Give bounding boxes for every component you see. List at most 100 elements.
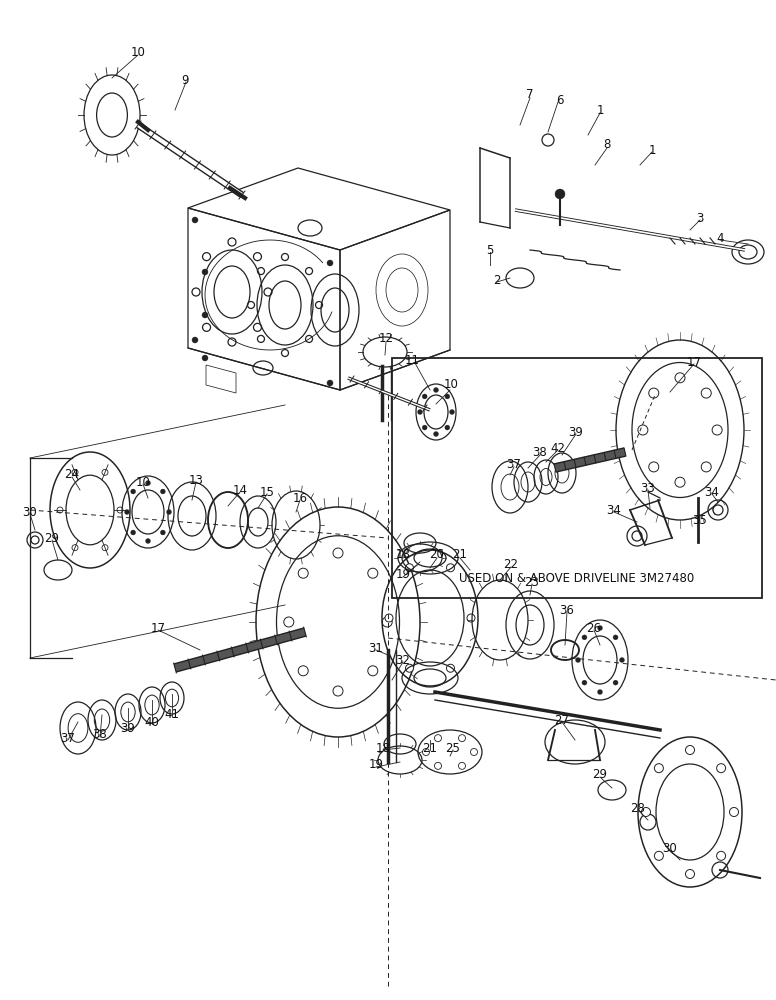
Circle shape [57, 507, 63, 513]
Text: 27: 27 [555, 714, 570, 726]
Circle shape [72, 469, 78, 475]
Text: 31: 31 [369, 642, 383, 654]
Circle shape [435, 762, 442, 769]
Text: 10: 10 [444, 378, 459, 391]
Text: 7: 7 [526, 89, 534, 102]
Circle shape [167, 510, 171, 514]
Circle shape [417, 410, 422, 414]
Circle shape [467, 614, 475, 622]
Circle shape [685, 869, 695, 879]
Circle shape [202, 355, 208, 361]
Text: 22: 22 [504, 558, 518, 572]
Text: 42: 42 [550, 442, 566, 454]
Circle shape [298, 666, 308, 676]
Text: 13: 13 [189, 474, 203, 487]
Text: 25: 25 [445, 742, 460, 754]
Text: 1: 1 [596, 104, 604, 116]
Circle shape [130, 489, 136, 494]
Circle shape [406, 664, 414, 672]
Circle shape [598, 626, 602, 631]
Circle shape [729, 808, 739, 816]
Text: 17: 17 [151, 621, 165, 635]
Circle shape [102, 469, 108, 475]
Text: 29: 29 [44, 532, 60, 544]
Bar [392, 358, 762, 598]
Circle shape [716, 764, 726, 773]
Circle shape [638, 425, 648, 435]
Circle shape [102, 545, 108, 551]
Circle shape [383, 617, 392, 627]
Circle shape [434, 432, 438, 436]
Text: 20: 20 [430, 548, 445, 562]
Circle shape [161, 489, 165, 494]
Circle shape [284, 617, 294, 627]
Circle shape [613, 680, 618, 685]
Text: 18: 18 [376, 742, 390, 754]
Text: 30: 30 [663, 842, 677, 854]
Circle shape [654, 851, 663, 860]
Text: 12: 12 [379, 332, 393, 344]
Text: 5: 5 [487, 243, 494, 256]
Circle shape [422, 394, 427, 399]
Circle shape [449, 410, 455, 414]
Circle shape [675, 477, 685, 487]
Circle shape [146, 538, 151, 544]
Circle shape [675, 373, 685, 383]
Circle shape [702, 462, 712, 472]
Circle shape [445, 425, 450, 430]
Text: 9: 9 [182, 74, 189, 87]
Circle shape [598, 690, 602, 694]
Circle shape [130, 530, 136, 535]
Circle shape [613, 635, 618, 640]
Circle shape [582, 635, 587, 640]
Circle shape [446, 564, 455, 572]
Circle shape [582, 680, 587, 685]
Circle shape [470, 748, 477, 756]
Circle shape [333, 686, 343, 696]
Circle shape [117, 507, 123, 513]
Text: 2: 2 [494, 273, 501, 286]
Text: 36: 36 [559, 603, 574, 616]
Text: USED ON & ABOVE DRIVELINE 3M27480: USED ON & ABOVE DRIVELINE 3M27480 [459, 572, 695, 584]
Text: 37: 37 [507, 458, 521, 472]
Circle shape [161, 530, 165, 535]
Text: 3: 3 [696, 212, 704, 225]
Text: 1: 1 [648, 143, 656, 156]
Text: 23: 23 [525, 576, 539, 588]
Text: 39: 39 [120, 722, 136, 734]
Circle shape [446, 664, 455, 672]
Circle shape [422, 748, 429, 756]
Text: 14: 14 [233, 484, 248, 496]
Circle shape [422, 425, 427, 430]
Circle shape [712, 425, 722, 435]
Circle shape [333, 548, 343, 558]
Circle shape [445, 394, 450, 399]
Text: 6: 6 [556, 94, 563, 106]
Text: 4: 4 [716, 232, 724, 244]
Circle shape [654, 764, 663, 773]
Circle shape [685, 746, 695, 754]
Text: 35: 35 [693, 514, 708, 526]
Circle shape [298, 568, 308, 578]
Circle shape [202, 269, 208, 275]
Text: 19: 19 [369, 758, 383, 772]
Circle shape [368, 666, 378, 676]
Text: 32: 32 [396, 654, 411, 666]
Text: 16: 16 [293, 491, 307, 504]
Text: 24: 24 [64, 468, 79, 482]
Text: 39: 39 [569, 426, 584, 438]
Text: 34: 34 [607, 504, 622, 516]
Text: 28: 28 [631, 802, 646, 814]
Circle shape [459, 762, 466, 769]
Circle shape [702, 388, 712, 398]
Circle shape [385, 614, 393, 622]
Circle shape [192, 337, 198, 343]
Circle shape [434, 387, 438, 392]
Text: 38: 38 [532, 446, 547, 460]
Text: 21: 21 [452, 548, 467, 562]
Circle shape [642, 808, 650, 816]
Circle shape [406, 564, 414, 572]
Circle shape [72, 545, 78, 551]
Text: 37: 37 [61, 732, 75, 744]
Circle shape [555, 189, 565, 199]
